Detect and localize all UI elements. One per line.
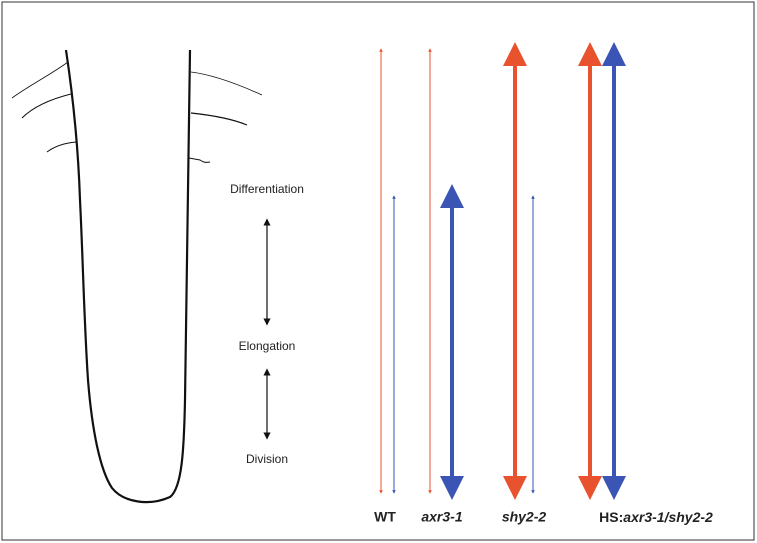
genotype-name: axr3-1/shy2-2: [623, 509, 713, 525]
genotype-label: axr3-1: [421, 509, 462, 525]
stage-label: Differentiation: [230, 182, 304, 196]
root-outline: [11, 49, 263, 504]
genotype-label: WT: [374, 509, 396, 525]
genotype-label: HS:axr3-1/shy2-2: [599, 509, 713, 525]
stage-label: Elongation: [239, 339, 296, 353]
genotype-label: shy2-2: [502, 509, 547, 525]
zone-arrows: [379, 42, 626, 500]
stage-label: Division: [246, 452, 288, 466]
genotype-prefix: HS:: [599, 509, 623, 525]
